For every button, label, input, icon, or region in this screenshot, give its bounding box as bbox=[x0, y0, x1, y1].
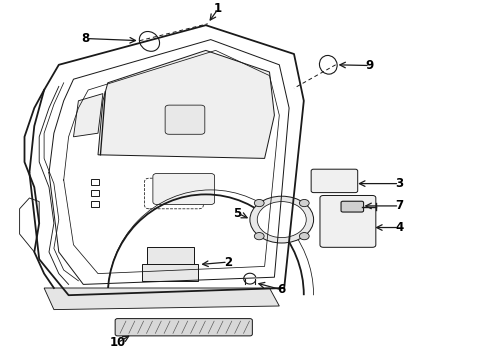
Text: 1: 1 bbox=[214, 3, 222, 15]
Ellipse shape bbox=[319, 55, 337, 74]
Text: 4: 4 bbox=[395, 221, 403, 234]
Polygon shape bbox=[74, 94, 103, 137]
Circle shape bbox=[254, 233, 264, 240]
Text: 3: 3 bbox=[395, 177, 403, 190]
Bar bbox=[91, 201, 99, 207]
FancyBboxPatch shape bbox=[115, 319, 252, 336]
Text: 8: 8 bbox=[82, 32, 90, 45]
Circle shape bbox=[299, 233, 309, 240]
FancyBboxPatch shape bbox=[165, 105, 205, 134]
Circle shape bbox=[250, 196, 314, 243]
FancyBboxPatch shape bbox=[153, 174, 215, 204]
Circle shape bbox=[257, 202, 306, 238]
Bar bbox=[147, 247, 194, 265]
Text: 10: 10 bbox=[109, 336, 126, 349]
Circle shape bbox=[299, 199, 309, 207]
Bar bbox=[91, 190, 99, 196]
Bar bbox=[142, 264, 198, 281]
Text: 6: 6 bbox=[278, 283, 286, 296]
FancyBboxPatch shape bbox=[311, 169, 358, 193]
FancyBboxPatch shape bbox=[341, 201, 364, 212]
FancyBboxPatch shape bbox=[320, 195, 376, 247]
Circle shape bbox=[254, 199, 264, 207]
Text: 9: 9 bbox=[366, 59, 374, 72]
Polygon shape bbox=[44, 288, 279, 310]
Bar bbox=[91, 179, 99, 185]
Text: 2: 2 bbox=[224, 256, 232, 269]
Text: 5: 5 bbox=[234, 207, 242, 220]
Text: 7: 7 bbox=[395, 199, 403, 212]
Ellipse shape bbox=[139, 31, 160, 51]
Polygon shape bbox=[98, 50, 274, 158]
